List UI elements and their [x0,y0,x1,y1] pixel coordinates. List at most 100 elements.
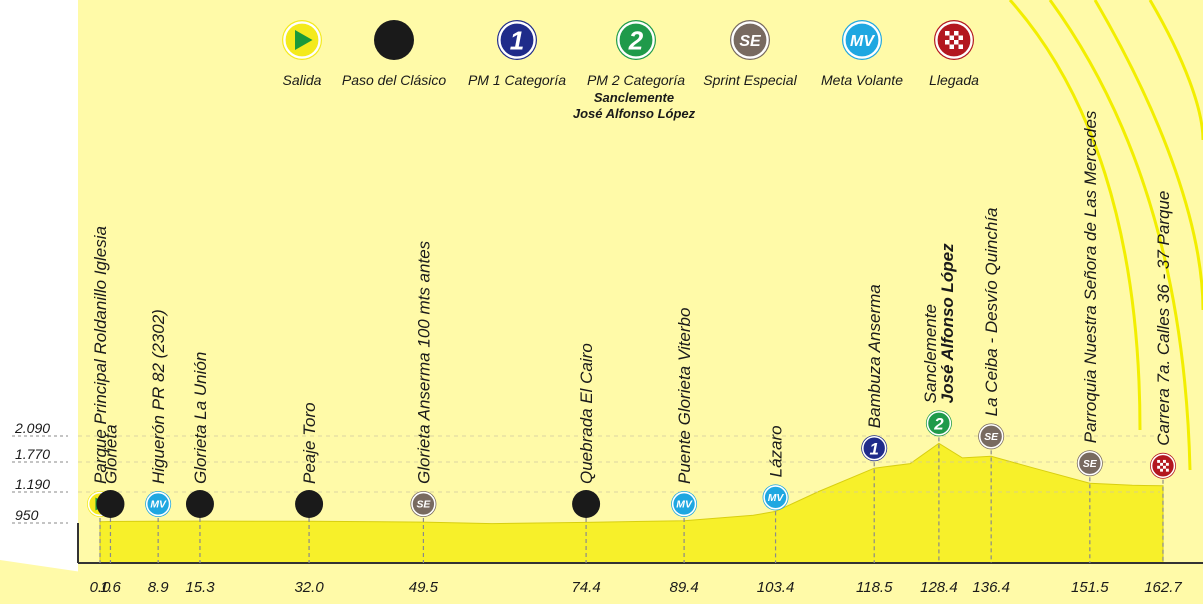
waypoint-11: 136.4 SE La Ceiba - Desvío Quinchía [972,207,1010,596]
waypoint-6: 74.4 Quebrada El Cairo [571,343,600,596]
legend-label: PM 2 Categoría [587,72,685,88]
se-ring [411,491,436,517]
checker-cell [1165,468,1169,472]
waypoint-13: 162.7 Carrera 7a. Calles 36 - 37 Parque [1144,191,1182,596]
se-marker-icon: SE [410,491,437,517]
checker-cell [945,40,950,45]
pm2-icon-label: 2 [628,25,644,55]
mv-circle [842,20,882,60]
pm2-ring [617,21,655,59]
legend-sublabel: José Alfonso López [573,106,696,121]
llegada-ring [1150,453,1176,479]
waypoint-4: 32.0 Peaje Toro [294,402,324,596]
waypoint-name: Quebrada El Cairo [577,343,596,484]
mv-ring [763,485,788,510]
legend-label: Llegada [929,72,979,88]
legend-label: Sprint Especial [703,72,797,88]
pm1-ring [861,435,887,461]
start-play-icon [282,20,322,60]
y-tick-label: 1.190 [15,476,50,492]
se-marker-icon: SE [978,423,1005,450]
checker-cell [949,35,954,40]
mv-ring [671,491,697,517]
pm2-circle [616,20,656,60]
legend-item-mv: MV Meta Volante [821,20,903,88]
mv-ring [843,21,881,59]
waypoint-12: 151.5 SE Parroquia Nuestra Señora de Las M… [1071,110,1109,596]
pm1-marker-icon: 1 [861,435,888,462]
km-label: 1.6 [100,579,122,596]
se-icon-label: SE [416,500,431,511]
waypoint-name: Puente Glorieta Viterbo [675,308,694,484]
waypoint-name: Bambuza Anserma [865,284,884,428]
decorative-arc-3 [1093,0,1203,311]
mv-circle [762,484,789,511]
black-dot-icon [374,20,414,60]
waypoint-8: 103.4 MV Lázaro [757,425,795,596]
waypoint-name: Peaje Toro [300,402,319,484]
se-ring [731,21,769,59]
clasico-marker-icon [185,490,214,518]
checker-cell [1163,459,1166,463]
black-dot [572,490,601,518]
legend-label: Salida [283,72,322,88]
legend-item-salida: Salida [282,20,322,88]
pm1-circle [497,20,537,60]
waypoint-name: La Ceiba - Desvío Quinchía [982,207,1001,416]
checker-cell [958,35,963,40]
se-icon-label: SE [1083,459,1098,470]
pm2-icon: 2 [616,20,656,60]
waypoint-name: Lázaro [767,425,786,477]
waypoint-name: Glorieta La Unión [191,352,210,484]
clasico-marker-icon [96,490,125,518]
km-label: 103.4 [757,579,795,596]
km-label: 118.5 [856,579,893,596]
background-corner [0,560,300,604]
decorative-arc-2 [1048,0,1192,471]
checker-cell [1160,462,1163,466]
llegada-marker-icon [1150,452,1176,479]
plot-area: 950 1.190 1.770 2.090 0.0 Parque Principal Ro… [12,110,1203,596]
mv-marker-icon: MV [145,491,172,517]
checker-cell [1163,465,1166,469]
waypoint-7: 89.4 MV Puente Glorieta Viterbo [669,308,698,596]
waypoint-name: Glorieta Anserma 100 mts antes [414,240,433,484]
y-tick-label: 950 [15,507,39,523]
waypoint-1: 1.6 Glorieta [96,424,125,596]
checker-cell [1157,459,1161,463]
y-tick-label: 1.770 [15,446,50,462]
km-label: 162.7 [1144,579,1182,596]
pm1-icon: 1 [497,20,537,60]
mv-icon-label: MV [150,500,167,511]
km-label: 136.4 [972,579,1010,596]
black-dot [96,490,125,518]
meta-volante-icon: MV [842,20,882,60]
pm1-circle [861,435,888,462]
finish-flag-icon [934,20,974,60]
mv-icon-label: MV [768,493,785,504]
mv-icon-label: MV [850,33,875,50]
llegada-ring [935,21,973,59]
km-label: 15.3 [185,579,215,596]
waypoint-9: 118.5 1 Bambuza Anserma [856,284,893,596]
clasico-marker-icon [295,490,324,518]
legend-sublabel: Sanclemente [594,90,674,105]
waypoint-name: Parque Principal Roldanillo Iglesia [91,226,110,484]
km-label: 74.4 [571,579,600,596]
legend-item-pm1: 1 PM 1 Categoría [468,20,566,88]
waypoint-5: 49.5 SE Glorieta Anserma 100 mts antes [409,240,439,596]
legend-label: PM 1 Categoría [468,72,566,88]
mv-marker-icon: MV [762,484,789,511]
y-tick-label: 2.090 [14,420,50,436]
pm2-ring [926,411,952,436]
waypoint-2: 8.9 MV Higuerón PR 82 (2302) [145,309,172,596]
mv-icon-label: MV [676,500,693,511]
se-circle [1076,450,1103,477]
black-dot [295,490,324,518]
waypoint-name: Parroquia Nuestra Señora de Las Mercedes [1081,110,1100,443]
legend-item-llegada: Llegada [929,20,979,88]
waypoint-name: Sanclemente [921,304,940,403]
